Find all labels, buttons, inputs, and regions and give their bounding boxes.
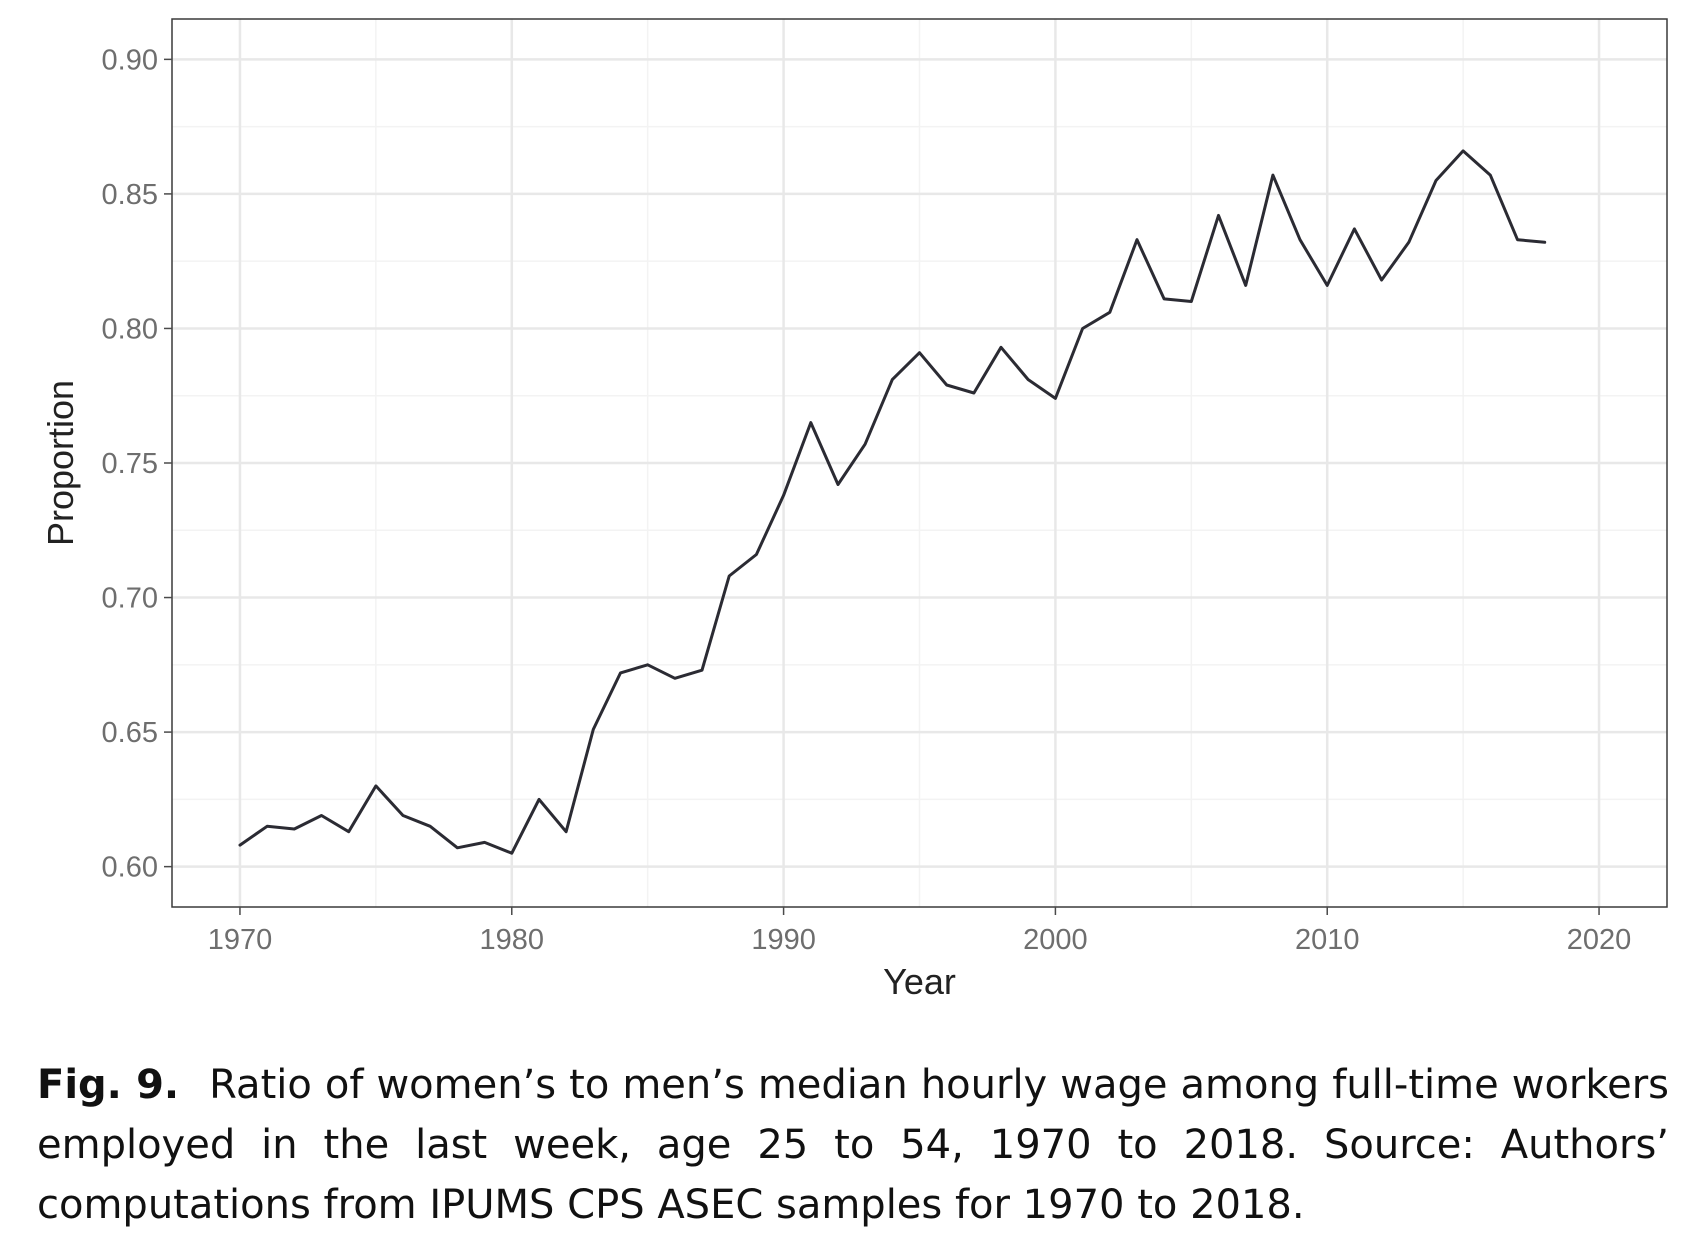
x-tick-label: 2000 (1023, 924, 1088, 956)
y-tick-label: 0.65 (102, 717, 158, 749)
y-axis-title: Proportion (40, 380, 81, 546)
x-tick-label: 2020 (1567, 924, 1632, 956)
x-axis-title: Year (883, 961, 956, 1002)
x-tick-label: 2010 (1295, 924, 1360, 956)
y-tick-label: 0.60 (102, 852, 158, 884)
axis-ticks: 0.60 0.65 0.70 0.75 0.80 0.85 0.90 1970 1980 1990… (102, 44, 1632, 956)
chart: 0.60 0.65 0.70 0.75 0.80 0.85 0.90 1970 1980 1990… (40, 18, 1668, 1002)
y-tick-label: 0.85 (102, 179, 158, 211)
series-layer (238, 149, 1547, 855)
x-tick-label: 1970 (208, 924, 273, 956)
y-tick-label: 0.90 (102, 44, 158, 76)
figure-label: Fig. 9. (37, 1062, 180, 1108)
series-line (238, 149, 1547, 855)
y-tick-label: 0.70 (102, 583, 158, 615)
figure-caption: Fig. 9. Ratio of women’s to men’s median … (37, 1055, 1669, 1235)
x-tick-label: 1990 (751, 924, 816, 956)
grid (172, 19, 1667, 907)
y-tick-label: 0.75 (102, 448, 158, 480)
y-tick-label: 0.80 (102, 313, 158, 345)
figure-caption-text: Ratio of women’s to men’s median hourly … (37, 1062, 1669, 1228)
x-tick-label: 1980 (480, 924, 545, 956)
